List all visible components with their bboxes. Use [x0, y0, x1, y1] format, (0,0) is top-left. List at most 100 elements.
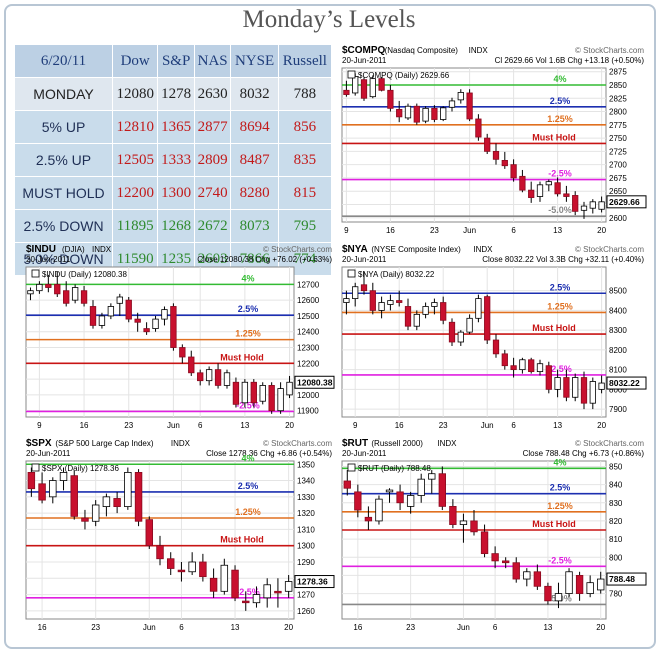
y-tick-label: 7900 — [609, 405, 627, 414]
chart-date: 20-Jun-2011 — [342, 56, 387, 65]
last-value-label: 1278.36 — [297, 577, 328, 587]
legend-swatch — [347, 463, 356, 472]
y-tick-label: 2650 — [609, 187, 627, 196]
x-tick-label: 23 — [124, 421, 133, 430]
candle-body — [536, 184, 544, 197]
candle-body — [116, 296, 123, 304]
row-label: MUST HOLD — [13, 176, 114, 210]
level-label: 4% — [241, 273, 254, 283]
y-tick-label: 8300 — [609, 326, 627, 335]
level-label: Must Hold — [532, 132, 576, 142]
table-cell: 12505 — [112, 143, 159, 177]
candle-body — [59, 472, 68, 481]
candle-body — [519, 175, 526, 191]
last-value-box — [606, 376, 647, 390]
candle-body — [71, 287, 79, 301]
chart-legend: $NYA (Daily) 8032.22 — [358, 270, 435, 279]
table-cell: 8694 — [230, 110, 279, 144]
table-row-2-5-down: 2.5% DOWN 11895 1268 2672 8073 795 — [13, 209, 333, 243]
y-tick-label: 1290 — [297, 558, 315, 567]
candle-body — [440, 107, 447, 120]
candle-body — [572, 195, 579, 212]
candle-body — [470, 520, 478, 533]
table-row-5-up: 5% UP 12810 1365 2877 8694 856 — [13, 110, 333, 144]
level-label: Must Hold — [220, 352, 264, 362]
candle-body — [501, 160, 508, 167]
candle-body — [554, 182, 561, 195]
candle-body — [575, 575, 584, 594]
candle-body — [63, 290, 70, 304]
y-tick-label: 8400 — [609, 306, 627, 315]
y-tick-label: 12200 — [297, 359, 320, 368]
candle-body — [510, 164, 517, 179]
legend-swatch — [347, 269, 356, 278]
y-tick-label: 2675 — [609, 174, 627, 183]
candle-body — [250, 381, 257, 404]
candle-body — [188, 356, 195, 374]
candle-body — [369, 78, 376, 98]
level-label: 1.25% — [547, 301, 573, 311]
level-label: Must Hold — [532, 519, 576, 529]
chart-exchange: INDX — [473, 245, 493, 254]
level-label: 2.5% — [550, 96, 571, 106]
candle-body — [502, 560, 510, 564]
page-title: Monday’s Levels — [242, 6, 416, 33]
candle-body — [352, 286, 359, 299]
last-value-box — [294, 375, 335, 389]
x-tick-label: 23 — [439, 421, 448, 430]
x-tick-label: 23 — [430, 226, 439, 235]
y-tick-label: 8100 — [609, 366, 627, 375]
table-header-sp: S&P — [157, 44, 195, 78]
candle-body — [343, 480, 351, 489]
candle-body — [554, 377, 561, 390]
candle-body — [81, 517, 89, 522]
x-tick-label: 9 — [353, 421, 358, 430]
candle-body — [404, 306, 412, 327]
y-tick-label: 12300 — [297, 344, 320, 353]
candle-body — [36, 283, 43, 292]
table-cell: 1268 — [157, 209, 195, 243]
candle-body — [598, 382, 605, 390]
candle-body — [343, 298, 350, 303]
x-tick-label: 16 — [353, 623, 362, 632]
candle-body — [519, 359, 526, 371]
candle-body — [241, 381, 249, 404]
y-tick-label: 810 — [609, 535, 623, 544]
table-cell: 1365 — [157, 110, 195, 144]
y-tick-label: 12000 — [297, 391, 320, 400]
candle-body — [177, 569, 186, 573]
candle-body — [107, 306, 115, 317]
candle-body — [343, 89, 350, 95]
y-tick-label: 1300 — [297, 542, 315, 551]
level-label: -2.5% — [548, 169, 572, 179]
chart-exchange: INDX — [469, 46, 489, 55]
y-tick-label: 1330 — [297, 493, 315, 502]
table-cell: 11895 — [112, 209, 159, 243]
candle-body — [484, 137, 491, 152]
table-cell: 2672 — [193, 209, 232, 243]
y-tick-label: 2875 — [609, 68, 627, 77]
plot-area — [341, 266, 607, 418]
candle-body — [492, 150, 500, 160]
candle-body — [209, 577, 218, 592]
x-tick-label: Jun — [481, 421, 494, 430]
candle-body — [223, 372, 231, 386]
candle-body — [199, 561, 207, 578]
candle-body — [598, 201, 605, 210]
x-tick-label: 9 — [37, 421, 42, 430]
table-cell: 2740 — [193, 176, 232, 210]
table-cell: 1300 — [157, 176, 195, 210]
y-tick-label: 2775 — [609, 121, 627, 130]
candle-body — [378, 302, 385, 311]
chart-watermark: © StockCharts.com — [575, 46, 644, 55]
candle-body — [440, 302, 447, 321]
candle-body — [491, 553, 499, 562]
y-tick-label: 2600 — [609, 214, 627, 223]
last-value-box — [606, 195, 647, 209]
candle-body — [231, 569, 239, 599]
y-tick-label: 1340 — [297, 477, 315, 486]
x-tick-label: Jun — [167, 421, 180, 430]
plot-area — [341, 460, 607, 620]
candle-body — [597, 578, 605, 591]
chart-watermark: © StockCharts.com — [263, 245, 332, 254]
